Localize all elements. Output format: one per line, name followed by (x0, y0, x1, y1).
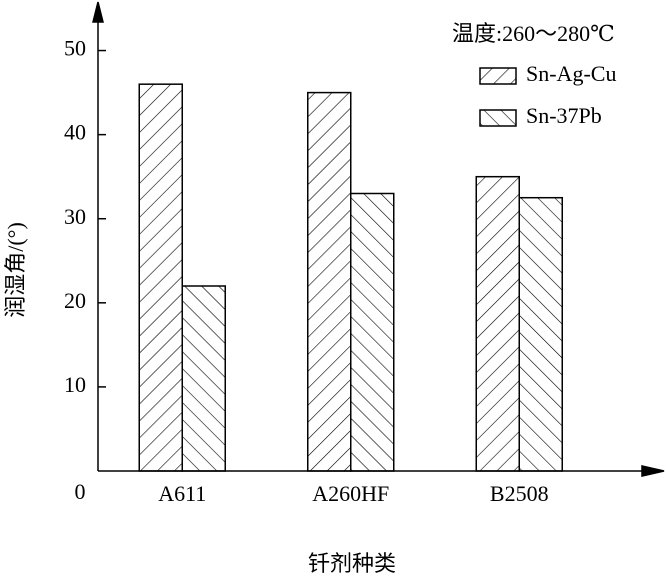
x-tick-label: A611 (158, 481, 206, 506)
x-tick-label: B2508 (490, 481, 549, 506)
x-axis-arrow (641, 465, 665, 477)
x-axis-label: 钎剂种类 (308, 551, 396, 576)
y-tick-label: 10 (64, 372, 86, 397)
legend-swatch (479, 109, 517, 127)
bar (475, 175, 520, 472)
legend-title: 温度:260～280℃ (452, 21, 615, 46)
y-tick-label: 20 (64, 288, 86, 313)
y-tick-label: 50 (64, 36, 86, 61)
y-axis-arrow (92, 1, 104, 23)
y-tick-label: 40 (64, 120, 86, 145)
bar (307, 91, 352, 472)
y-tick-label: 0 (75, 479, 86, 504)
legend-label: Sn-37Pb (526, 103, 602, 128)
bar (350, 192, 395, 472)
bar (181, 285, 226, 472)
legend-swatch (479, 67, 517, 85)
y-axis-label: 润湿角/(°) (3, 222, 28, 318)
legend-label: Sn-Ag-Cu (526, 61, 616, 86)
x-tick-label: A260HF (312, 481, 389, 506)
bar (518, 196, 563, 472)
bar (138, 83, 183, 472)
y-tick-label: 30 (64, 204, 86, 229)
